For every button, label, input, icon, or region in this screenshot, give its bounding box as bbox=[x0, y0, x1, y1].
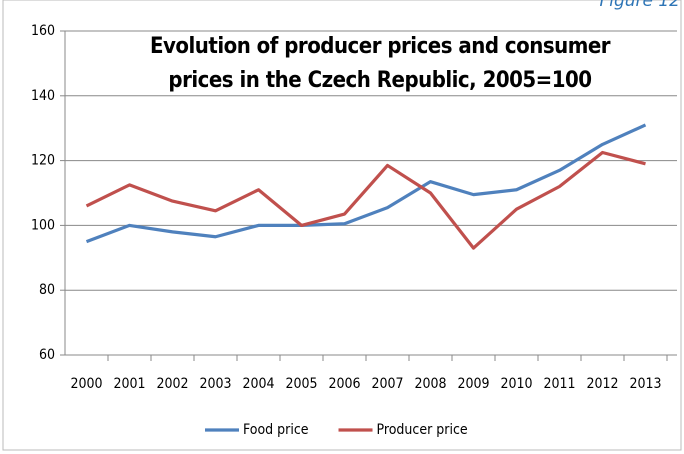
series-line bbox=[85, 150, 646, 250]
legend-label: Food price bbox=[243, 422, 309, 438]
y-tick-label: 140 bbox=[31, 88, 55, 104]
x-tick-label: 2001 bbox=[113, 376, 145, 392]
x-tick-label: 2003 bbox=[199, 376, 231, 392]
x-tick-label: 2012 bbox=[586, 376, 618, 392]
y-tick-label: 60 bbox=[39, 347, 55, 363]
y-tick-label: 80 bbox=[39, 282, 55, 298]
figure-label: Figure 12 bbox=[599, 0, 680, 11]
series-line bbox=[85, 123, 647, 244]
chart-title: Evolution of producer prices and consume… bbox=[149, 34, 611, 93]
y-tick-label: 160 bbox=[31, 23, 55, 39]
y-tick-label: 100 bbox=[31, 217, 55, 233]
x-tick-label: 2005 bbox=[285, 376, 317, 392]
x-tick-label: 2007 bbox=[371, 376, 403, 392]
x-tick-label: 2002 bbox=[156, 376, 188, 392]
x-tick-label: 2010 bbox=[500, 376, 532, 392]
x-tick-label: 2004 bbox=[242, 376, 274, 392]
legend-label: Producer price bbox=[377, 422, 468, 438]
x-tick-label: 2008 bbox=[414, 376, 446, 392]
x-tick-label: 2009 bbox=[457, 376, 489, 392]
y-tick-label: 120 bbox=[31, 153, 55, 169]
x-tick-label: 2013 bbox=[629, 376, 661, 392]
x-tick-label: 2006 bbox=[328, 376, 360, 392]
x-tick-label: 2000 bbox=[70, 376, 102, 392]
x-tick-label: 2011 bbox=[543, 376, 575, 392]
